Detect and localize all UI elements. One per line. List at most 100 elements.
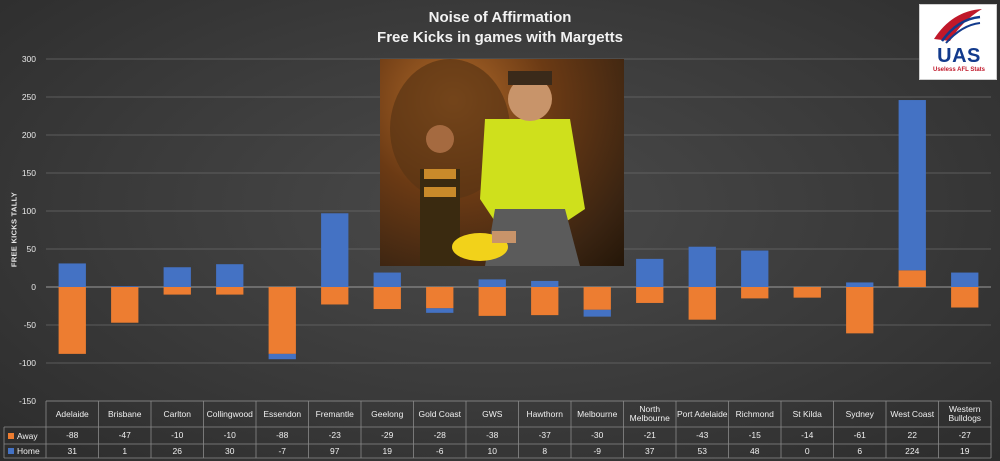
bar-away xyxy=(373,287,401,310)
bar-home xyxy=(583,309,611,317)
home-value: 6 xyxy=(857,445,863,456)
bar-away xyxy=(268,287,296,354)
y-tick-label: 250 xyxy=(22,92,36,102)
bar-away xyxy=(163,287,191,295)
away-value: -61 xyxy=(853,430,866,441)
bar-away xyxy=(216,287,244,295)
bar-home xyxy=(531,280,559,287)
bar-home xyxy=(216,264,244,287)
uas-logo: UAS Useless AFL Stats xyxy=(919,4,997,80)
logo-tagline: Useless AFL Stats xyxy=(932,67,986,73)
bar-home xyxy=(268,353,296,360)
legend-swatch xyxy=(8,432,14,439)
home-value: 1 xyxy=(122,445,128,456)
away-value: -30 xyxy=(591,430,604,441)
category-label: Carlton xyxy=(163,408,191,419)
category-label: Richmond xyxy=(735,408,774,419)
away-value: -37 xyxy=(538,430,551,441)
bar-away xyxy=(583,287,611,310)
home-value: 48 xyxy=(750,445,760,456)
category-label: Adelaide xyxy=(55,408,89,419)
category-label: Melbourne xyxy=(577,408,618,419)
bar-away xyxy=(321,287,349,305)
y-tick-label: 100 xyxy=(22,206,36,216)
bar-home xyxy=(951,272,979,287)
away-value: -28 xyxy=(433,430,446,441)
away-value: -47 xyxy=(118,430,131,441)
y-tick-label: 150 xyxy=(22,168,36,178)
y-tick-label: -50 xyxy=(24,320,37,330)
chart-subtitle: Free Kicks in games with Margetts xyxy=(377,29,623,46)
home-value: 31 xyxy=(67,445,77,456)
category-label: Western Bulldogs xyxy=(948,404,982,423)
home-value: 97 xyxy=(330,445,340,456)
category-label: Sydney xyxy=(845,408,874,419)
category-label: Collingwood xyxy=(206,408,253,419)
away-value: -10 xyxy=(171,430,184,441)
home-value: 10 xyxy=(487,445,497,456)
bar-home xyxy=(426,308,454,313)
away-value: -43 xyxy=(696,430,709,441)
bar-home xyxy=(478,279,506,287)
bar-away xyxy=(898,270,926,287)
home-value: 37 xyxy=(645,445,655,456)
bar-home xyxy=(163,267,191,287)
legend-swatch xyxy=(8,448,14,454)
chart-title: Noise of Affirmation xyxy=(428,9,572,26)
home-value: -7 xyxy=(278,445,287,456)
away-value: -27 xyxy=(958,430,971,441)
umpire-photo xyxy=(380,59,624,266)
bar-away xyxy=(951,287,979,308)
legend-label: Home xyxy=(17,446,40,456)
home-value: -6 xyxy=(435,445,444,456)
category-label: Essendon xyxy=(263,408,302,419)
bar-home xyxy=(321,213,349,287)
away-value: -10 xyxy=(223,430,236,441)
y-tick-label: 0 xyxy=(31,282,36,292)
home-value: 224 xyxy=(905,445,920,456)
category-label: Fremantle xyxy=(315,408,354,419)
bar-home xyxy=(898,100,926,271)
bar-away xyxy=(688,287,716,320)
category-label: St Kilda xyxy=(792,408,822,419)
bar-home xyxy=(688,246,716,287)
category-label: Port Adelaide xyxy=(676,408,728,419)
bar-home xyxy=(111,286,139,287)
away-value: -88 xyxy=(66,430,79,441)
bar-away xyxy=(426,287,454,309)
logo-text: UAS xyxy=(937,45,981,67)
home-value: 30 xyxy=(225,445,235,456)
bar-home xyxy=(846,282,874,287)
away-value: 22 xyxy=(907,430,917,441)
bar-home xyxy=(58,263,86,287)
category-label: Hawthorn xyxy=(526,408,563,419)
bar-away xyxy=(531,287,559,316)
bar-home xyxy=(741,250,769,287)
category-label: Brisbane xyxy=(107,408,142,419)
y-tick-label: 300 xyxy=(22,54,36,64)
away-value: -14 xyxy=(801,430,814,441)
home-value: 19 xyxy=(960,445,970,456)
legend-label: Away xyxy=(17,430,38,441)
legend-item: Home xyxy=(8,444,40,458)
home-value: -9 xyxy=(593,445,602,456)
bar-away xyxy=(793,287,821,298)
bar-away xyxy=(846,287,874,334)
bar-away xyxy=(111,287,139,323)
category-label: North Melbourne xyxy=(629,404,670,423)
category-label: Gold Coast xyxy=(418,408,462,419)
home-value: 26 xyxy=(172,445,182,456)
home-value: 0 xyxy=(804,445,810,456)
category-label: West Coast xyxy=(890,408,935,419)
y-tick-label: -100 xyxy=(19,358,36,368)
away-value: -88 xyxy=(276,430,289,441)
category-label: Geelong xyxy=(371,408,404,419)
legend-item: Away xyxy=(8,427,38,444)
home-value: 53 xyxy=(697,445,707,456)
bar-home xyxy=(636,258,664,287)
bar-away xyxy=(478,287,506,316)
home-value: 19 xyxy=(382,445,392,456)
away-value: -38 xyxy=(486,430,499,441)
bar-away xyxy=(636,287,664,303)
category-label: GWS xyxy=(482,408,503,419)
